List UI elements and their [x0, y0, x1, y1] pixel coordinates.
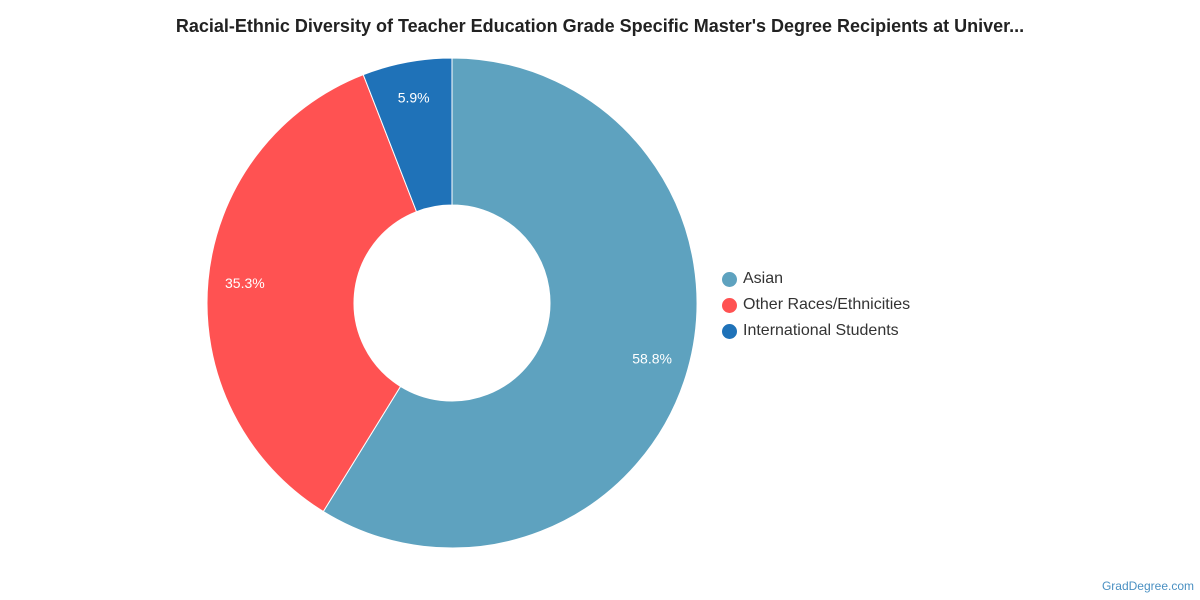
legend-item-asian[interactable]: Asian — [722, 266, 910, 292]
legend-item-other-races[interactable]: Other Races/Ethnicities — [722, 292, 910, 318]
legend-swatch-international — [722, 323, 737, 339]
data-label-other-races: 35.3% — [225, 275, 265, 291]
data-label-international: 5.9% — [398, 89, 430, 105]
legend-swatch-asian — [722, 271, 737, 287]
legend-swatch-other-races — [722, 297, 737, 313]
data-label-asian: 58.8% — [632, 350, 672, 366]
chart-title: Racial-Ethnic Diversity of Teacher Educa… — [175, 16, 1025, 36]
slice-international[interactable] — [362, 57, 453, 213]
legend: Asian Other Races/Ethnicities Internatio… — [722, 266, 910, 344]
legend-label-international: International Students — [743, 322, 899, 339]
slice-asian[interactable] — [322, 57, 698, 549]
legend-label-other-races: Other Races/Ethnicities — [743, 296, 911, 313]
watermark[interactable]: GradDegree.com — [1101, 579, 1194, 593]
slice-other-races[interactable] — [206, 73, 418, 513]
legend-label-asian: Asian — [743, 270, 784, 287]
legend-item-international[interactable]: International Students — [722, 318, 910, 344]
